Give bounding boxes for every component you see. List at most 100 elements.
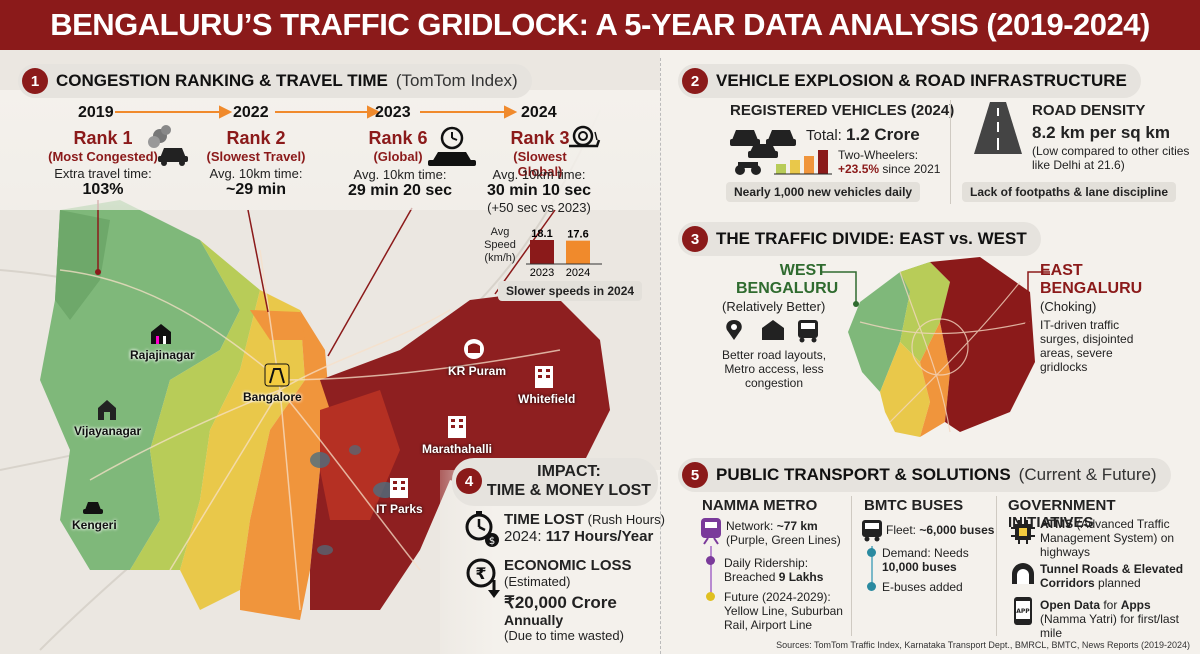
gov-tunnel-rest: planned <box>1094 576 1141 590</box>
bmtc-dot-2 <box>867 582 876 591</box>
section5-title: 5 PUBLIC TRANSPORT & SOLUTIONS (Current … <box>678 458 1171 492</box>
year-2023: 2023 <box>375 104 411 121</box>
density-value: 8.2 km per sq km <box>1032 123 1170 142</box>
chip-icon <box>1011 520 1035 544</box>
bus-icon <box>862 520 882 542</box>
speed-chart-label: Avg Speed (km/h) <box>480 226 520 265</box>
building-icon <box>535 366 553 388</box>
label-2023: Avg. 10km time: <box>353 167 447 182</box>
value-2019: 103% <box>82 181 124 198</box>
west-pointer <box>822 271 859 307</box>
tunnel-icon <box>1012 563 1034 584</box>
clock-car-icon <box>428 126 476 166</box>
timeline-2024: Rank 3 (Slowest Global) <box>490 128 590 179</box>
label-2024: Avg. 10km time: <box>492 167 586 182</box>
gov-opendata: Open Data for Apps (Namma Yatri) for fir… <box>1040 598 1196 640</box>
speed-label-3: (km/h) <box>484 252 516 264</box>
density-pill: Lack of footpaths & lane discipline <box>962 182 1177 202</box>
rank-2023-sub: (Global) <box>373 149 423 164</box>
map-label-marathahalli: Marathahalli <box>422 442 493 456</box>
west-label: WEST BENGALURU <box>736 262 838 298</box>
time-lost-heading: TIME LOST <box>504 511 584 528</box>
value-2024: 30 min 10 sec <box>486 182 592 199</box>
metro-future-label: Future (2024-2029): <box>724 590 831 604</box>
metro-dot-1 <box>706 556 715 565</box>
page-title: BENGALURU’S TRAFFIC GRIDLOCK: A 5-YEAR D… <box>0 0 1200 50</box>
rank-2023: Rank 6 <box>368 128 428 148</box>
metro-ridership: Daily Ridership: Breached 9 Lakhs <box>724 556 823 584</box>
speed-label-2: Speed <box>484 239 516 251</box>
economic-loss-value: ₹20,000 Crore <box>504 593 617 612</box>
timeline-2023-values: Avg. 10km time: 29 min 20 sec <box>330 167 470 200</box>
timeline-backdrop <box>0 90 660 210</box>
phone-app-icon: APP <box>1014 597 1032 625</box>
two-wheelers-value: +23.5% <box>838 162 880 176</box>
section2-title-text: VEHICLE EXPLOSION & ROAD INFRASTRUCTURE <box>716 71 1127 90</box>
map-label-rajajinagar: Rajajinagar <box>130 348 195 362</box>
cars-icon <box>730 130 796 175</box>
economic-loss-reason: (Due to time wasted) <box>504 628 624 643</box>
palace-icon <box>151 324 171 344</box>
rank-2019: Rank 1 <box>73 128 133 148</box>
registered-total-label: Total: <box>806 127 847 144</box>
rank-2024-sub: (Slowest Global) <box>513 149 567 179</box>
gov-atms-rest: (Advanced Traffic Management System) on … <box>1040 517 1175 559</box>
gov-atms-bold: ATMS <box>1040 517 1074 531</box>
metro-ridership-value: 9 Lakhs <box>778 570 824 584</box>
west-name1: WEST <box>779 262 826 279</box>
metro-ridership-pre: Breached <box>724 570 779 584</box>
growth-bars-icon <box>774 150 832 175</box>
bmtc-fleet-value: ~6,000 buses <box>919 523 995 537</box>
metro-network-label: Network: <box>726 519 777 533</box>
section1-number: 1 <box>22 68 48 94</box>
two-wheelers-suffix: since 2021 <box>879 162 941 176</box>
sources: Sources: TomTom Traffic Index, Karnataka… <box>776 640 1190 650</box>
year-2024: 2024 <box>521 104 557 121</box>
time-lost-note: (Rush Hours) <box>584 512 665 527</box>
metro-network: Network: ~77 km (Purple, Green Lines) <box>726 519 841 547</box>
gateway-icon <box>264 363 290 387</box>
stopwatch-money-icon: $ <box>465 511 499 547</box>
rank-2019-sub: (Most Congested) <box>48 149 158 164</box>
east-label: EAST BENGALURU <box>1040 262 1142 298</box>
speed-year-2024: 2024 <box>566 267 590 278</box>
section4-title-line1: IMPACT: <box>537 463 601 480</box>
section1-title-text: CONGESTION RANKING & TRAVEL TIME <box>56 71 388 90</box>
rank-2022: Rank 2 <box>226 128 286 148</box>
metro-future-lines: Yellow Line, Suburban Rail, Airport Line <box>724 604 843 632</box>
gov-tunnel-bold: Tunnel Roads & Elevated Corridors <box>1040 562 1184 590</box>
road-icon <box>974 102 1022 154</box>
section3-number: 3 <box>682 226 708 252</box>
bmtc-fleet: Fleet: ~6,000 buses <box>886 523 994 537</box>
label-2022: Avg. 10km time: <box>209 166 303 181</box>
speed-chart: 18.1 2023 17.6 2024 <box>526 228 602 278</box>
section4-title <box>452 458 658 506</box>
bmtc-fleet-label: Fleet: <box>886 523 920 537</box>
gov-open-mid: for <box>1100 598 1121 612</box>
office-icon <box>448 416 466 438</box>
speed-value-2024: 17.6 <box>567 229 588 241</box>
section5-divider-1 <box>851 496 852 636</box>
economic-loss-note: (Estimated) <box>504 574 571 589</box>
section5-note: (Current & Future) <box>1018 465 1157 484</box>
bmtc-dot-1 <box>867 548 876 557</box>
time-lost-value: 117 Hours/Year <box>545 528 654 545</box>
map-label-vijayanagar: Vijayanagar <box>74 424 142 438</box>
section5-number: 5 <box>682 462 708 488</box>
two-wheelers-label: Two-Wheelers: <box>838 148 919 162</box>
value-2023: 29 min 20 sec <box>347 182 453 199</box>
metro-network-note: (Purple, Green Lines) <box>726 533 841 547</box>
timeline-2024-values: Avg. 10km time: 30 min 10 sec (+50 sec v… <box>464 167 614 215</box>
year-2022: 2022 <box>233 104 269 121</box>
car-smoke-icon <box>148 125 188 166</box>
metro-heading: NAMMA METRO <box>702 497 818 514</box>
section1-title: 1 CONGESTION RANKING & TRAVEL TIME (TomT… <box>18 64 532 98</box>
bmtc-line <box>871 546 873 588</box>
timeline-2019: Rank 1 (Most Congested) Extra travel tim… <box>38 128 168 199</box>
kengeri-car-icon <box>83 502 103 514</box>
it-parks-icon <box>390 478 408 498</box>
registered-heading: REGISTERED VEHICLES (2024) <box>730 102 955 119</box>
section1-note: (TomTom Index) <box>395 71 518 90</box>
registered-pill: Nearly 1,000 new vehicles daily <box>726 182 921 202</box>
economic-loss-block: ECONOMIC LOSS (Estimated) ₹20,000 Crore … <box>504 558 660 644</box>
